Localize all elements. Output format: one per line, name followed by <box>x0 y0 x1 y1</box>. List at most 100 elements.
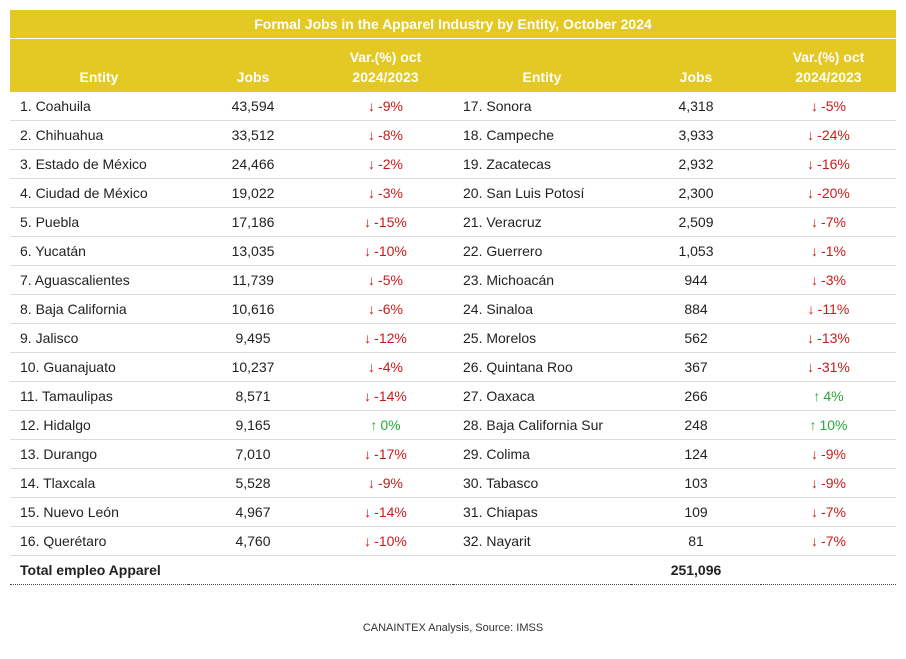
jobs-cell: 266 <box>631 381 761 411</box>
variation-value: -16% <box>817 156 850 172</box>
entity-cell: 28. Baja California Sur <box>453 410 631 440</box>
variation-value: -2% <box>378 156 403 172</box>
variation-value: -24% <box>817 127 850 143</box>
header-jobs-right: Jobs <box>631 39 761 92</box>
entity-cell: 20. San Luis Potosí <box>453 178 631 208</box>
variation-cell: ↓ -15% <box>318 207 453 237</box>
total-jobs: 251,096 <box>631 555 761 585</box>
variation-cell: ↓ -6% <box>318 294 453 324</box>
entity-cell: 21. Veracruz <box>453 207 631 237</box>
header-entity-left: Entity <box>10 39 188 92</box>
arrow-down-icon: ↓ <box>364 388 372 404</box>
apparel-jobs-table-figure: Formal Jobs in the Apparel Industry by E… <box>10 10 896 585</box>
jobs-cell: 2,509 <box>631 207 761 237</box>
header-var-right: Var.(%) oct 2024/2023 <box>761 39 896 92</box>
entity-cell: 16. Querétaro <box>10 526 188 556</box>
entity-cell: 18. Campeche <box>453 120 631 150</box>
variation-value: -31% <box>817 359 850 375</box>
header-var-left: Var.(%) oct 2024/2023 <box>318 39 453 92</box>
jobs-cell: 562 <box>631 323 761 353</box>
entity-cell: 7. Aguascalientes <box>10 265 188 295</box>
variation-value: 10% <box>819 417 848 433</box>
arrow-down-icon: ↓ <box>364 214 372 230</box>
entity-cell: 6. Yucatán <box>10 236 188 266</box>
variation-value: -7% <box>821 533 846 549</box>
arrow-up-icon: ↑ <box>813 388 821 404</box>
entity-cell: 5. Puebla <box>10 207 188 237</box>
variation-cell: ↓ -10% <box>318 236 453 266</box>
variation-value: -15% <box>374 214 407 230</box>
arrow-down-icon: ↓ <box>807 359 815 375</box>
entity-cell: 8. Baja California <box>10 294 188 324</box>
entity-cell: 32. Nayarit <box>453 526 631 556</box>
variation-cell: ↓ -7% <box>761 207 896 237</box>
variation-value: -20% <box>817 185 850 201</box>
arrow-down-icon: ↓ <box>368 301 376 317</box>
variation-value: -9% <box>821 446 846 462</box>
jobs-cell: 2,932 <box>631 149 761 179</box>
arrow-down-icon: ↓ <box>368 359 376 375</box>
variation-value: -7% <box>821 214 846 230</box>
variation-value: -14% <box>374 504 407 520</box>
table-row: 5. Puebla 17,186 ↓ -15% 21. Veracruz 2,509 ↓ -7… <box>10 207 896 237</box>
variation-cell: ↓ -31% <box>761 352 896 382</box>
jobs-cell: 7,010 <box>188 439 318 469</box>
variation-value: -3% <box>821 272 846 288</box>
variation-value: -8% <box>378 127 403 143</box>
table-row: 13. Durango 7,010 ↓ -17% 29. Colima 124 ↓ -9% <box>10 439 896 469</box>
variation-value: -4% <box>378 359 403 375</box>
arrow-down-icon: ↓ <box>368 156 376 172</box>
entity-cell: 14. Tlaxcala <box>10 468 188 498</box>
jobs-cell: 9,165 <box>188 410 318 440</box>
entity-cell: 17. Sonora <box>453 92 631 121</box>
variation-cell: ↓ -10% <box>318 526 453 556</box>
arrow-down-icon: ↓ <box>364 504 372 520</box>
variation-cell: ↓ -17% <box>318 439 453 469</box>
entity-cell: 22. Guerrero <box>453 236 631 266</box>
jobs-cell: 19,022 <box>188 178 318 208</box>
table-row: 6. Yucatán 13,035 ↓ -10% 22. Guerrero 1,053 ↓ -… <box>10 236 896 266</box>
table-row: 7. Aguascalientes 11,739 ↓ -5% 23. Michoacán… <box>10 265 896 295</box>
variation-value: -1% <box>821 243 846 259</box>
variation-cell: ↓ -20% <box>761 178 896 208</box>
jobs-cell: 884 <box>631 294 761 324</box>
entity-cell: 3. Estado de México <box>10 149 188 179</box>
variation-cell: ↓ -4% <box>318 352 453 382</box>
variation-value: -13% <box>817 330 850 346</box>
entity-cell: 15. Nuevo León <box>10 497 188 527</box>
variation-value: -10% <box>374 533 407 549</box>
total-row: Total empleo Apparel 251,096 <box>10 555 896 585</box>
table-title: Formal Jobs in the Apparel Industry by E… <box>10 10 896 39</box>
variation-value: -9% <box>378 98 403 114</box>
variation-cell: ↓ -16% <box>761 149 896 179</box>
table-row: 1. Coahuila 43,594 ↓ -9% 17. Sonora 4,318 ↓ -5% <box>10 92 896 121</box>
entity-cell: 26. Quintana Roo <box>453 352 631 382</box>
entity-cell: 2. Chihuahua <box>10 120 188 150</box>
variation-cell: ↓ -2% <box>318 149 453 179</box>
header-var-line1: Var.(%) oct <box>792 49 865 65</box>
jobs-cell: 103 <box>631 468 761 498</box>
variation-cell: ↓ -7% <box>761 526 896 556</box>
jobs-cell: 5,528 <box>188 468 318 498</box>
jobs-cell: 8,571 <box>188 381 318 411</box>
variation-cell: ↓ -13% <box>761 323 896 353</box>
variation-cell: ↓ -9% <box>318 468 453 498</box>
arrow-down-icon: ↓ <box>811 243 819 259</box>
arrow-down-icon: ↓ <box>811 504 819 520</box>
jobs-cell: 24,466 <box>188 149 318 179</box>
jobs-cell: 124 <box>631 439 761 469</box>
variation-value: -9% <box>378 475 403 491</box>
variation-value: -11% <box>817 301 850 317</box>
jobs-cell: 109 <box>631 497 761 527</box>
entity-cell: 31. Chiapas <box>453 497 631 527</box>
variation-value: -17% <box>374 446 407 462</box>
entity-cell: 4. Ciudad de México <box>10 178 188 208</box>
table-row: 8. Baja California 10,616 ↓ -6% 24. Sinaloa 8… <box>10 294 896 324</box>
table-row: 4. Ciudad de México 19,022 ↓ -3% 20. San Lui… <box>10 178 896 208</box>
arrow-down-icon: ↓ <box>364 243 372 259</box>
entity-cell: 11. Tamaulipas <box>10 381 188 411</box>
variation-cell: ↓ -8% <box>318 120 453 150</box>
arrow-down-icon: ↓ <box>811 446 819 462</box>
variation-cell: ↓ -5% <box>761 92 896 121</box>
entity-cell: 10. Guanajuato <box>10 352 188 382</box>
